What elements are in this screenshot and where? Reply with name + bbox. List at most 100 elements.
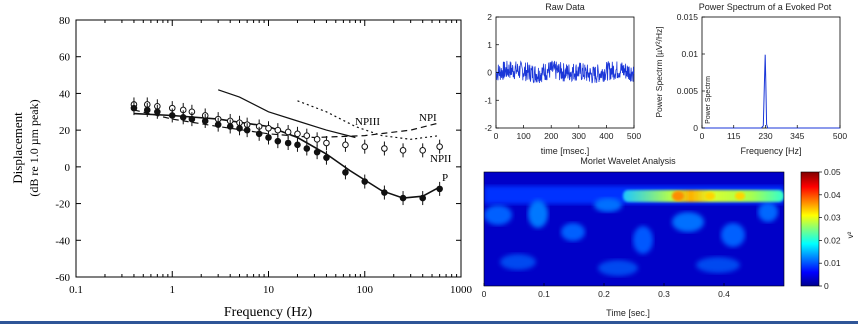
data-point-filled bbox=[399, 194, 407, 202]
data-point-open bbox=[303, 132, 311, 139]
y-tick-label: 80 bbox=[59, 15, 71, 27]
wavelet-x-tick-label: 0.3 bbox=[658, 289, 670, 299]
raw-x-tick-label: 0 bbox=[494, 131, 499, 141]
data-point-open bbox=[313, 136, 321, 143]
data-point-open bbox=[419, 147, 426, 154]
wavelet-blob bbox=[633, 226, 653, 254]
signal-analysis-figure: Raw Data 2 1 0 -1 -2 0 100 200 300 400 500 time [m… bbox=[478, 0, 858, 324]
curve-label: P bbox=[442, 172, 448, 184]
y-tick-label: 20 bbox=[59, 125, 71, 137]
data-point-filled bbox=[419, 194, 426, 202]
data-point-open bbox=[399, 147, 407, 154]
power-spectrum-inner-label: Power Spectrm bbox=[705, 76, 712, 124]
wavelet-blob bbox=[672, 212, 704, 232]
x-tick-label: 10 bbox=[263, 284, 275, 296]
ps-x-tick-label: 230 bbox=[758, 131, 772, 141]
raw-x-tick-label: 200 bbox=[544, 131, 558, 141]
data-point-filled bbox=[265, 134, 272, 141]
raw-data-title: Raw Data bbox=[545, 2, 585, 12]
curve-label: NPII bbox=[430, 153, 452, 165]
wavelet-field bbox=[484, 186, 784, 276]
displacement-figure: 80 60 40 20 0 -20 -40 -60 0.1 1 10 100 1000 NPIII NP… bbox=[10, 15, 473, 320]
y-tick-label: -20 bbox=[55, 199, 70, 211]
wavelet-blob bbox=[528, 200, 548, 228]
colorbar-label: v² bbox=[846, 231, 855, 238]
wavelet-peak bbox=[705, 192, 715, 200]
wavelet-x-tick-label: 0.2 bbox=[598, 289, 610, 299]
y-axis-label-line1: Displacement bbox=[10, 112, 25, 184]
ps-y-tick-label: 0.015 bbox=[677, 12, 699, 22]
y-axis-label-line2: (dB re 1.0 µm peak) bbox=[27, 99, 41, 196]
raw-x-tick-label: 400 bbox=[599, 131, 613, 141]
wavelet-x-tick-label: 0 bbox=[482, 289, 487, 299]
ps-y-tick-label: 0 bbox=[693, 123, 698, 133]
raw-x-tick-label: 500 bbox=[627, 131, 641, 141]
data-point-open bbox=[274, 126, 282, 134]
x-ticks: 0.1 1 10 100 1000 bbox=[69, 20, 473, 296]
y-tick-label: 60 bbox=[59, 52, 71, 64]
raw-data-chart: Raw Data 210-1-20 100 200 300 400 500 time [m… bbox=[484, 2, 641, 156]
ps-x-tick-label: 115 bbox=[727, 131, 741, 141]
colorbar-tick-label: 0.02 bbox=[824, 235, 841, 245]
colorbar-tick-label: 0.04 bbox=[824, 190, 841, 200]
curve-label: NPIII bbox=[355, 116, 380, 128]
data-point-filled bbox=[294, 141, 301, 149]
power-spectrum-trace bbox=[702, 54, 840, 129]
data-point-open bbox=[284, 128, 292, 136]
wavelet-blob bbox=[500, 254, 536, 270]
wavelet-blob bbox=[598, 260, 638, 276]
power-spectrum-ticks: 0.015 0.01 0.005 00 115 230 345 500 bbox=[677, 12, 848, 141]
x-tick-label: 1 bbox=[170, 284, 176, 296]
wavelet-xlabel: Time [sec.] bbox=[606, 308, 650, 318]
wavelet-colorbar bbox=[800, 171, 820, 287]
data-point-filled bbox=[130, 104, 138, 112]
series-line-npii bbox=[297, 100, 440, 140]
data-point-filled bbox=[143, 106, 151, 114]
ps-x-tick-label: 345 bbox=[790, 131, 804, 141]
raw-y-tick-label: -2 bbox=[484, 123, 492, 133]
data-point-filled bbox=[274, 137, 282, 145]
x-tick-label: 1000 bbox=[450, 284, 473, 296]
power-spectrum-ylabel: Power Spectrm [µV²/Hz] bbox=[654, 26, 664, 117]
y-tick-label: -40 bbox=[55, 235, 70, 247]
wavelet-frame bbox=[483, 171, 785, 287]
wavelet-ticks: 0 0.1 0.2 0.3 0.4 bbox=[482, 283, 730, 299]
data-point-filled bbox=[342, 169, 349, 176]
data-point-open bbox=[294, 130, 301, 138]
wavelet-x-tick-label: 0.1 bbox=[538, 289, 550, 299]
data-point-filled bbox=[226, 123, 234, 130]
page-bottom-rule bbox=[0, 321, 858, 324]
x-axis-label: Frequency (Hz) bbox=[224, 305, 313, 320]
power-spectrum-frame bbox=[701, 16, 841, 129]
data-point-filled bbox=[381, 189, 388, 196]
y-tick-label: 40 bbox=[59, 88, 71, 100]
data-point-open bbox=[436, 143, 443, 150]
wavelet-blob bbox=[484, 205, 512, 225]
data-point-filled bbox=[284, 139, 292, 147]
data-point-open bbox=[323, 139, 330, 147]
wavelet-x-tick-label: 0.4 bbox=[718, 289, 730, 299]
raw-x-tick-label: 300 bbox=[572, 131, 586, 141]
wavelet-blob bbox=[721, 223, 745, 247]
data-point-filled bbox=[303, 145, 311, 152]
series-line-npi bbox=[133, 109, 440, 139]
series-line-p bbox=[133, 112, 440, 199]
series-line-npiii bbox=[218, 89, 356, 139]
data-point-filled bbox=[154, 108, 161, 116]
wavelet-blob bbox=[594, 198, 622, 212]
y-tick-label: -60 bbox=[55, 272, 70, 284]
wavelet-title: Morlet Wavelet Analysis bbox=[580, 156, 676, 166]
raw-y-tick-label: 0 bbox=[487, 68, 492, 78]
data-point-filled bbox=[201, 117, 209, 125]
ps-y-tick-label: 0.01 bbox=[681, 49, 698, 59]
raw-y-tick-label: 1 bbox=[487, 40, 492, 50]
signal-analysis-svg: Raw Data 210-1-20 100 200 300 400 500 time [m… bbox=[482, 2, 855, 318]
wavelet-blob bbox=[696, 257, 740, 273]
x-tick-label: 0.1 bbox=[69, 284, 83, 296]
data-point-filled bbox=[243, 126, 251, 134]
raw-x-tick-label: 100 bbox=[517, 131, 531, 141]
power-spectrum-xlabel: Frequency [Hz] bbox=[740, 146, 801, 156]
curve-labels: NPIII NPI NPII P bbox=[355, 112, 452, 184]
raw-data-trace bbox=[495, 60, 635, 84]
